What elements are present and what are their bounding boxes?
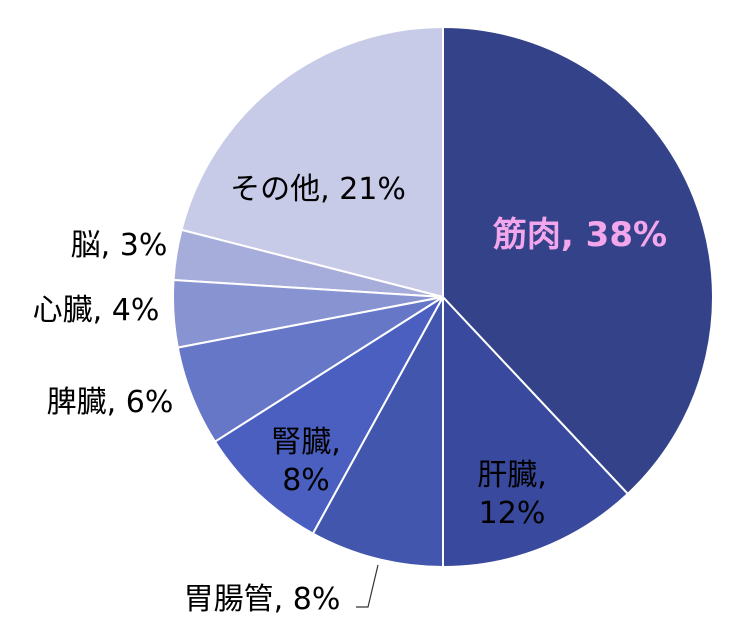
slice-label: 筋肉, 38% xyxy=(492,215,668,255)
slice-label: 胃腸管, 8% xyxy=(183,582,341,617)
slice-label: 心臓, 4% xyxy=(32,293,160,328)
pie-slice xyxy=(213,296,444,535)
slice-label: 肝臓, 12% xyxy=(477,458,547,531)
leader-line xyxy=(356,564,379,608)
pie-slice xyxy=(311,296,444,569)
pie-slice xyxy=(180,25,444,299)
slice-label: 脳, 3% xyxy=(70,228,168,263)
pie-slice xyxy=(442,25,714,496)
slice-label: 腎臓, 8% xyxy=(271,425,341,498)
slice-label: その他, 21% xyxy=(230,172,406,207)
slice-label: 脾臓, 6% xyxy=(46,385,174,420)
pie-slice xyxy=(442,294,630,569)
